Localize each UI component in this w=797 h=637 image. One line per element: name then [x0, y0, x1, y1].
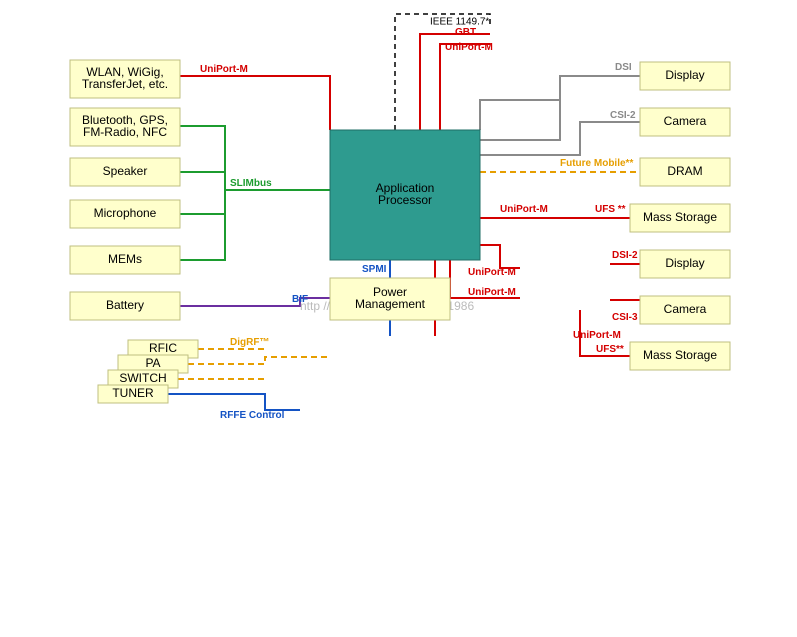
svg-text:MEMs: MEMs: [108, 252, 142, 266]
svg-text:UniPort-M: UniPort-M: [200, 64, 248, 75]
svg-text:Management: Management: [355, 297, 426, 311]
svg-text:IEEE 1149.7*: IEEE 1149.7*: [430, 17, 489, 28]
svg-text:UniPort-M: UniPort-M: [468, 267, 516, 278]
svg-text:DSI: DSI: [615, 62, 632, 73]
svg-text:Battery: Battery: [106, 298, 144, 312]
svg-text:Future Mobile**: Future Mobile**: [560, 158, 633, 169]
svg-text:UFS**: UFS**: [596, 344, 624, 355]
svg-text:UniPort-M: UniPort-M: [500, 204, 548, 215]
svg-text:Microphone: Microphone: [94, 206, 157, 220]
svg-text:CSI-2: CSI-2: [610, 110, 636, 121]
svg-text:DigRF™: DigRF™: [230, 337, 269, 348]
svg-text:PA: PA: [145, 356, 160, 370]
svg-text:UniPort-M: UniPort-M: [445, 42, 493, 53]
svg-text:SPMI: SPMI: [362, 264, 387, 275]
svg-text:DRAM: DRAM: [667, 164, 702, 178]
svg-text:Camera: Camera: [664, 302, 707, 316]
svg-text:TUNER: TUNER: [112, 386, 154, 400]
svg-text:Processor: Processor: [378, 193, 432, 207]
svg-text:FM-Radio, NFC: FM-Radio, NFC: [83, 125, 167, 139]
svg-text:RFFE Control: RFFE Control: [220, 410, 285, 421]
svg-text:UFS **: UFS **: [595, 204, 626, 215]
svg-text:Speaker: Speaker: [103, 164, 148, 178]
svg-text:GBT: GBT: [455, 27, 476, 38]
diagram-canvas: UniPort-MSLIMbusBIFSPMIDigRF™RFFE Contro…: [0, 0, 797, 600]
svg-text:SWITCH: SWITCH: [119, 371, 166, 385]
svg-text:UniPort-M: UniPort-M: [468, 287, 516, 298]
svg-text:RFIC: RFIC: [149, 341, 177, 355]
svg-text:CSI-3: CSI-3: [612, 312, 638, 323]
svg-text:Mass Storage: Mass Storage: [643, 348, 717, 362]
svg-text:Camera: Camera: [664, 114, 707, 128]
svg-text:Mass Storage: Mass Storage: [643, 210, 717, 224]
svg-text:SLIMbus: SLIMbus: [230, 178, 272, 189]
svg-text:Display: Display: [665, 256, 704, 270]
footer-caption: [0, 600, 797, 616]
svg-text:DSI-2: DSI-2: [612, 250, 638, 261]
svg-text:Display: Display: [665, 68, 704, 82]
svg-text:UniPort-M: UniPort-M: [573, 330, 621, 341]
svg-text:TransferJet, etc.: TransferJet, etc.: [82, 77, 168, 91]
